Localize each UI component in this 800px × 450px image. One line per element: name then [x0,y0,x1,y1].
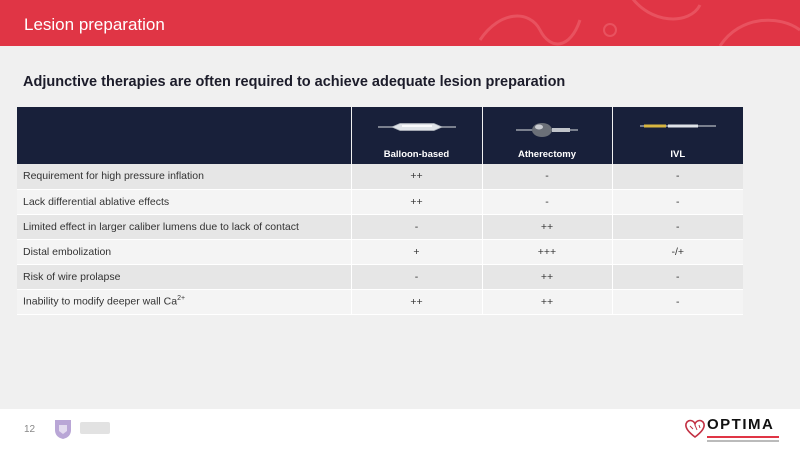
optima-heart-icon [685,419,705,439]
cell-ivl: - [612,164,743,190]
page-number: 12 [24,424,36,435]
column-label-balloon: Balloon-based [383,149,450,160]
slide-title: Lesion preparation [24,15,165,34]
atherectomy-device-icon [516,123,578,137]
table-row: Requirement for high pressure inflation … [17,164,743,190]
optima-underline [707,436,779,438]
row-label-text: Inability to modify deeper wall Ca [23,295,178,308]
cell-atherectomy: ++ [482,264,613,290]
row-label-superscript: 2+ [177,295,186,303]
table-header-empty [17,107,352,164]
table-header-balloon: Balloon-based [351,107,483,164]
cell-ivl: - [612,189,743,215]
table-row: Distal embolization + +++ -/+ [17,239,743,265]
column-label-atherectomy: Atherectomy [517,149,577,160]
column-label-ivl: IVL [670,149,686,160]
optima-brand-text: OPTIMA [707,416,775,433]
cell-ivl: - [612,289,743,315]
cell-atherectomy: +++ [482,239,613,265]
header-bar: Lesion preparation [0,0,800,46]
row-label: Risk of wire prolapse [17,264,352,290]
cell-ivl: -/+ [612,239,743,265]
cell-atherectomy: - [482,189,613,215]
balloon-catheter-icon [377,123,456,131]
cell-balloon: ++ [351,189,483,215]
row-label: Requirement for high pressure inflation [17,164,352,190]
table-row: Inability to modify deeper wall Ca2+ ++ … [17,289,743,315]
cell-balloon: - [351,264,483,290]
table-header-row: Balloon-based Atherectomy IVL [17,107,743,164]
cell-atherectomy: ++ [482,214,613,240]
table-row: Lack differential ablative effects ++ - … [17,189,743,215]
row-label: Limited effect in larger caliber lumens … [17,214,352,240]
row-label: Lack differential ablative effects [17,189,352,215]
university-wordmark [80,422,110,434]
cell-balloon: ++ [351,289,483,315]
university-shield-logo [55,420,71,439]
row-label: Inability to modify deeper wall Ca2+ [17,289,352,315]
cell-balloon: + [351,239,483,265]
table-header-ivl: IVL [612,107,743,164]
row-label: Distal embolization [17,239,352,265]
ivl-catheter-icon [639,124,716,128]
comparison-table: Balloon-based Atherectomy IVL [17,107,743,315]
cell-atherectomy: ++ [482,289,613,315]
table-row: Risk of wire prolapse - ++ - [17,264,743,290]
cell-balloon: - [351,214,483,240]
header-decoration-icon [478,0,800,46]
cell-ivl: - [612,264,743,290]
cell-ivl: - [612,214,743,240]
cell-balloon: ++ [351,164,483,190]
optima-tagline-bar [707,440,779,442]
slide-subtitle: Adjunctive therapies are often required … [23,74,566,90]
footer: 12 OPTIMA [0,409,800,450]
table-row: Limited effect in larger caliber lumens … [17,214,743,240]
table-header-atherectomy: Atherectomy [482,107,613,164]
cell-atherectomy: - [482,164,613,190]
